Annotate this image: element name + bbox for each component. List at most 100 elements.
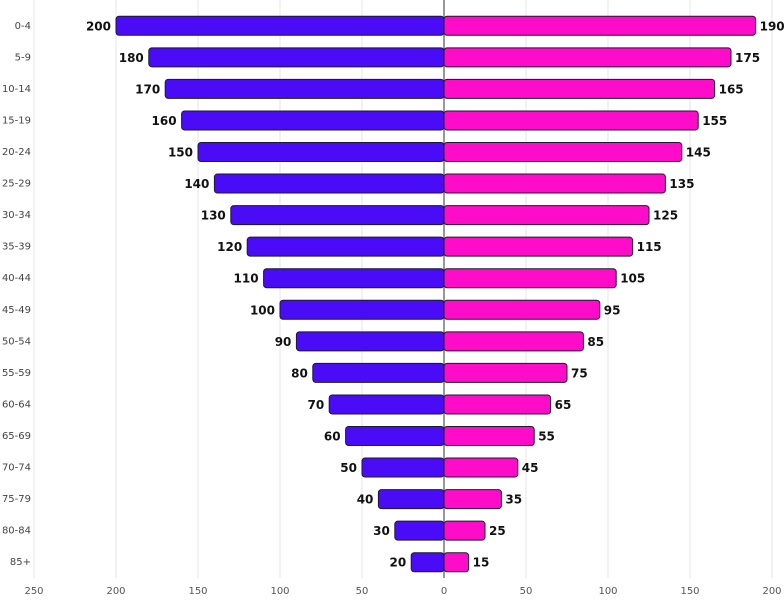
value-label: 110 (234, 272, 259, 286)
bar (361, 457, 445, 478)
value-label: 175 (735, 51, 760, 65)
x-tick-label: 200 (762, 586, 781, 597)
value-label: 105 (620, 272, 645, 286)
bar (213, 173, 445, 194)
bar (246, 236, 445, 257)
value-label: 90 (275, 335, 292, 349)
y-tick-label: 40-44 (2, 273, 31, 284)
x-tick-label: 200 (106, 586, 125, 597)
y-tick-label: 15-19 (2, 115, 31, 126)
y-tick-label: 25-29 (2, 179, 31, 190)
y-tick-label: 35-39 (2, 242, 31, 253)
bar (230, 205, 445, 226)
bar (410, 552, 445, 573)
bar (443, 15, 757, 36)
value-label: 95 (604, 303, 621, 317)
value-label: 15 (473, 556, 490, 570)
bar (312, 362, 445, 383)
value-label: 80 (291, 366, 308, 380)
x-tick-label: 0 (441, 586, 447, 597)
value-label: 150 (168, 146, 193, 160)
y-tick-label: 65-69 (2, 431, 31, 442)
value-label: 60 (324, 430, 341, 444)
y-tick-label: 75-79 (2, 494, 31, 505)
x-tick-label: 250 (24, 586, 43, 597)
bar (443, 520, 486, 541)
value-label: 155 (702, 114, 727, 128)
value-label: 65 (555, 398, 572, 412)
value-label: 70 (307, 398, 324, 412)
bar (164, 78, 445, 99)
y-tick-label: 50-54 (2, 336, 31, 347)
bar (443, 299, 601, 320)
value-label: 115 (637, 240, 662, 254)
bar (443, 489, 502, 510)
bar (148, 47, 445, 68)
value-label: 165 (719, 82, 744, 96)
bar (295, 331, 445, 352)
bar (443, 552, 470, 573)
bar (443, 457, 519, 478)
bar (263, 268, 445, 289)
bar (443, 394, 552, 415)
y-tick-label: 85+ (10, 557, 31, 568)
value-label: 130 (201, 209, 226, 223)
x-tick-label: 100 (598, 586, 617, 597)
y-tick-label: 45-49 (2, 305, 31, 316)
y-tick-label: 20-24 (2, 147, 31, 158)
value-label: 75 (571, 366, 588, 380)
value-label: 40 (357, 493, 374, 507)
x-tick-label: 50 (520, 586, 533, 597)
value-label: 200 (86, 19, 111, 33)
bar (443, 426, 535, 446)
x-tick-label: 50 (356, 586, 369, 597)
y-tick-label: 55-59 (2, 368, 31, 379)
value-label: 140 (184, 177, 209, 191)
value-label: 160 (152, 114, 177, 128)
bar (197, 142, 445, 162)
bar (394, 520, 445, 541)
value-label: 135 (669, 177, 694, 191)
value-label: 20 (389, 556, 406, 570)
bar (279, 299, 445, 320)
y-tick-label: 5-9 (15, 52, 31, 63)
bar (443, 362, 568, 383)
bar (443, 268, 617, 289)
bar (115, 15, 445, 36)
bar (443, 142, 683, 162)
bar (377, 489, 445, 510)
value-label: 145 (686, 146, 711, 160)
value-label: 120 (217, 240, 242, 254)
bar (443, 331, 584, 352)
value-label: 85 (587, 335, 604, 349)
x-tick-label: 150 (680, 586, 699, 597)
bar (443, 47, 732, 68)
y-tick-label: 0-4 (15, 21, 31, 32)
value-label: 45 (522, 461, 539, 475)
y-tick-label: 70-74 (2, 463, 31, 474)
value-label: 100 (250, 303, 275, 317)
bar (443, 236, 634, 257)
y-tick-label: 80-84 (2, 526, 31, 537)
value-label: 55 (538, 430, 555, 444)
y-tick-label: 10-14 (2, 84, 31, 95)
bar (345, 426, 445, 446)
bar (328, 394, 445, 415)
bar (443, 78, 716, 99)
value-label: 50 (340, 461, 357, 475)
value-label: 35 (505, 493, 522, 507)
value-label: 180 (119, 51, 144, 65)
x-tick-label: 100 (270, 586, 289, 597)
value-label: 125 (653, 209, 678, 223)
y-tick-label: 60-64 (2, 399, 31, 410)
x-tick-label: 150 (188, 586, 207, 597)
bar (443, 173, 666, 194)
bar (443, 205, 650, 226)
value-label: 170 (135, 82, 160, 96)
value-label: 190 (760, 19, 784, 33)
bar (181, 110, 445, 131)
value-label: 25 (489, 524, 506, 538)
bar (443, 110, 699, 131)
value-label: 30 (373, 524, 390, 538)
